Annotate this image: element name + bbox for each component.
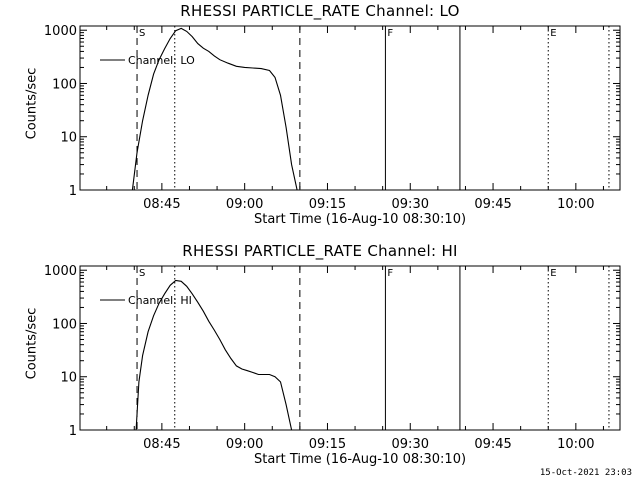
series-line (135, 279, 293, 431)
x-tick-label: 09:45 (474, 437, 511, 452)
x-tick-label: 09:30 (392, 437, 429, 452)
x-tick-label: 09:00 (226, 197, 263, 212)
legend-label: Channel: LO (128, 54, 195, 67)
x-tick-label: 10:00 (557, 437, 594, 452)
x-tick-label: 09:30 (392, 197, 429, 212)
plot-frame (79, 25, 621, 191)
y-tick-label: 1000 (44, 24, 77, 39)
marker-label: E (550, 268, 556, 279)
x-axis-label: Start Time (16-Aug-10 08:30:10) (253, 452, 467, 467)
y-tick-label: 1 (69, 424, 77, 439)
y-tick-label: 1000 (44, 264, 77, 279)
y-tick-label: 100 (52, 317, 77, 332)
chart-title: RHESSI PARTICLE_RATE Channel: LO (180, 2, 460, 20)
chart-panel-hi: RHESSI PARTICLE_RATE Channel: HI Counts/… (0, 240, 640, 480)
x-tick-label: 09:00 (226, 437, 263, 452)
x-tick-label: 09:45 (474, 197, 511, 212)
chart-plot-hi: 1 10 100 1000 08:45 09:00 09:15 09:30 09:45 10:00… (44, 264, 621, 452)
chart-plot-lo: 1 10 100 1000 08:45 09:00 09:15 09:30 09:45 10:00… (44, 24, 621, 212)
marker-label: F (387, 28, 393, 39)
plot-frame (79, 265, 621, 431)
marker-label: F (387, 268, 393, 279)
chart-panel-lo: RHESSI PARTICLE_RATE Channel: LO Counts/… (25, 2, 621, 227)
legend-label: Channel: HI (128, 294, 192, 307)
series-line (131, 27, 298, 191)
y-tick-label: 1 (69, 184, 77, 199)
x-tick-label: 09:15 (309, 197, 346, 212)
y-tick-label: 10 (60, 131, 77, 146)
chart-title: RHESSI PARTICLE_RATE Channel: HI (182, 242, 458, 260)
x-tick-label: 09:15 (309, 437, 346, 452)
timestamp-stamp: 15-Oct-2021 23:03 (539, 468, 632, 478)
y-tick-label: 10 (60, 371, 77, 386)
y-tick-label: 100 (52, 77, 77, 92)
x-axis-label: Start Time (16-Aug-10 08:30:10) (253, 212, 467, 227)
marker-label: E (550, 28, 556, 39)
marker-label: S (139, 28, 145, 39)
x-tick-label: 10:00 (557, 197, 594, 212)
x-tick-label: 08:45 (143, 197, 180, 212)
marker-label: S (139, 268, 145, 279)
x-tick-label: 08:45 (143, 437, 180, 452)
